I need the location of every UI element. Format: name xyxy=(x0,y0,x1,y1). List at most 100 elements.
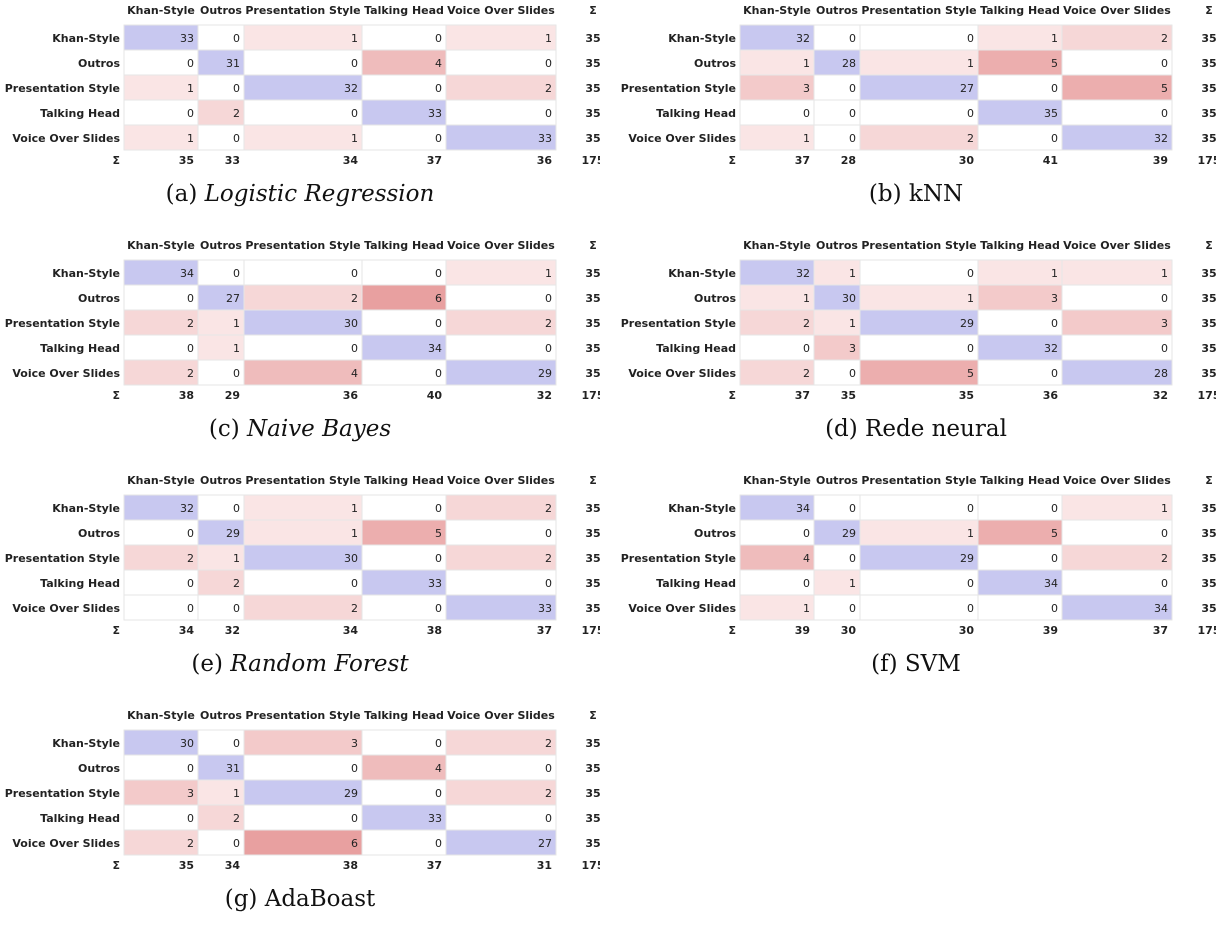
cell-value: 0 xyxy=(545,57,552,70)
cell-value: 30 xyxy=(344,317,358,330)
cell-value: 31 xyxy=(226,762,240,775)
panel-random-forest: Khan-Style Outros Presentation Style Talkin… xyxy=(0,470,600,700)
cell-value: 31 xyxy=(226,57,240,70)
grand-total: 175 xyxy=(582,154,600,167)
cell-value: 5 xyxy=(967,367,974,380)
row-sum: 35 xyxy=(1201,552,1216,565)
cell-value: 0 xyxy=(435,132,442,145)
matrix-cell xyxy=(361,494,447,521)
sum-row-label: Σ xyxy=(728,154,736,167)
grand-total: 175 xyxy=(1198,389,1216,402)
cell-value: 0 xyxy=(545,342,552,355)
row-label: Voice Over Slides xyxy=(12,367,120,380)
cell-value: 0 xyxy=(187,57,194,70)
column-header: Presentation Style xyxy=(245,709,360,722)
grand-total: 175 xyxy=(582,859,600,872)
cell-value: 33 xyxy=(538,132,552,145)
matrix-cell xyxy=(445,99,557,126)
cell-value: 2 xyxy=(545,502,552,515)
grand-total: 175 xyxy=(582,624,600,637)
matrix-cell xyxy=(197,829,245,856)
column-sum: 37 xyxy=(427,154,442,167)
cell-value: 1 xyxy=(803,132,810,145)
matrix-cell xyxy=(1061,259,1173,286)
sum-row-label: Σ xyxy=(112,859,120,872)
confusion-matrix-naive-bayes: Khan-Style Outros Presentation Style Talkin… xyxy=(5,239,600,402)
column-sum: 32 xyxy=(225,624,240,637)
cell-value: 1 xyxy=(1161,502,1168,515)
caption-text: SVM xyxy=(904,651,961,677)
matrix-cell xyxy=(361,359,447,386)
matrix-cell xyxy=(361,334,447,361)
matrix-cell xyxy=(1061,24,1173,51)
caption-tag: (g) xyxy=(224,886,258,912)
matrix-cell xyxy=(445,124,557,151)
row-label: Presentation Style xyxy=(5,82,120,95)
cell-value: 0 xyxy=(233,837,240,850)
cell-value: 2 xyxy=(233,577,240,590)
row-sum: 35 xyxy=(1201,342,1216,355)
cell-value: 1 xyxy=(545,267,552,280)
matrix-cell xyxy=(977,49,1063,76)
cell-value: 0 xyxy=(351,267,358,280)
sum-row-label: Σ xyxy=(728,624,736,637)
matrix-cell xyxy=(1061,49,1173,76)
matrix-cell xyxy=(243,124,363,151)
row-sum: 35 xyxy=(1201,602,1216,615)
matrix-cell xyxy=(445,74,557,101)
column-sum: 36 xyxy=(1043,389,1059,402)
row-label: Talking Head xyxy=(40,812,120,825)
column-header: Presentation Style xyxy=(861,4,976,17)
column-header: Voice Over Slides xyxy=(1063,474,1171,487)
matrix-cell xyxy=(123,74,199,101)
cell-value: 0 xyxy=(849,82,856,95)
row-sum: 35 xyxy=(1201,107,1216,120)
caption-tag: (f) xyxy=(871,651,898,677)
cell-value: 3 xyxy=(1161,317,1168,330)
matrix-cell xyxy=(123,569,199,596)
matrix-cell xyxy=(197,49,245,76)
cell-value: 2 xyxy=(187,367,194,380)
column-header: Presentation Style xyxy=(245,474,360,487)
cell-value: 0 xyxy=(435,367,442,380)
cell-value: 34 xyxy=(1154,602,1168,615)
cell-value: 33 xyxy=(428,107,442,120)
row-sum: 35 xyxy=(585,812,600,825)
matrix-cell xyxy=(243,99,363,126)
matrix-cell xyxy=(197,284,245,311)
matrix-cell xyxy=(123,829,199,856)
row-label: Outros xyxy=(78,527,120,540)
matrix-cell xyxy=(859,334,979,361)
cell-value: 2 xyxy=(545,552,552,565)
cell-value: 0 xyxy=(1051,367,1058,380)
matrix-cell xyxy=(243,544,363,571)
cell-value: 27 xyxy=(226,292,240,305)
column-header: Outros xyxy=(200,474,242,487)
cell-value: 0 xyxy=(849,502,856,515)
cell-value: 0 xyxy=(351,342,358,355)
row-sum: 35 xyxy=(1201,292,1216,305)
cell-value: 34 xyxy=(796,502,810,515)
matrix-cell xyxy=(243,729,363,756)
caption-rede-neural: (d) Rede neural xyxy=(616,416,1216,442)
matrix-cell xyxy=(739,359,815,386)
row-label: Talking Head xyxy=(40,577,120,590)
cell-value: 0 xyxy=(849,602,856,615)
matrix-cell xyxy=(813,544,861,571)
column-sum: 34 xyxy=(343,624,359,637)
column-sum: 35 xyxy=(959,389,974,402)
cell-value: 2 xyxy=(545,317,552,330)
cell-value: 0 xyxy=(187,107,194,120)
panel-knn: Khan-Style Outros Presentation Style Talkin… xyxy=(616,0,1216,230)
cell-value: 0 xyxy=(1051,82,1058,95)
matrix-cell xyxy=(739,49,815,76)
caption-text: kNN xyxy=(908,181,964,207)
matrix-cell xyxy=(1061,594,1173,621)
cell-value: 3 xyxy=(849,342,856,355)
cell-value: 0 xyxy=(351,577,358,590)
cell-value: 1 xyxy=(1051,267,1058,280)
matrix-cell xyxy=(123,99,199,126)
matrix-cell xyxy=(123,259,199,286)
row-sum: 35 xyxy=(585,502,600,515)
matrix-cell xyxy=(361,594,447,621)
